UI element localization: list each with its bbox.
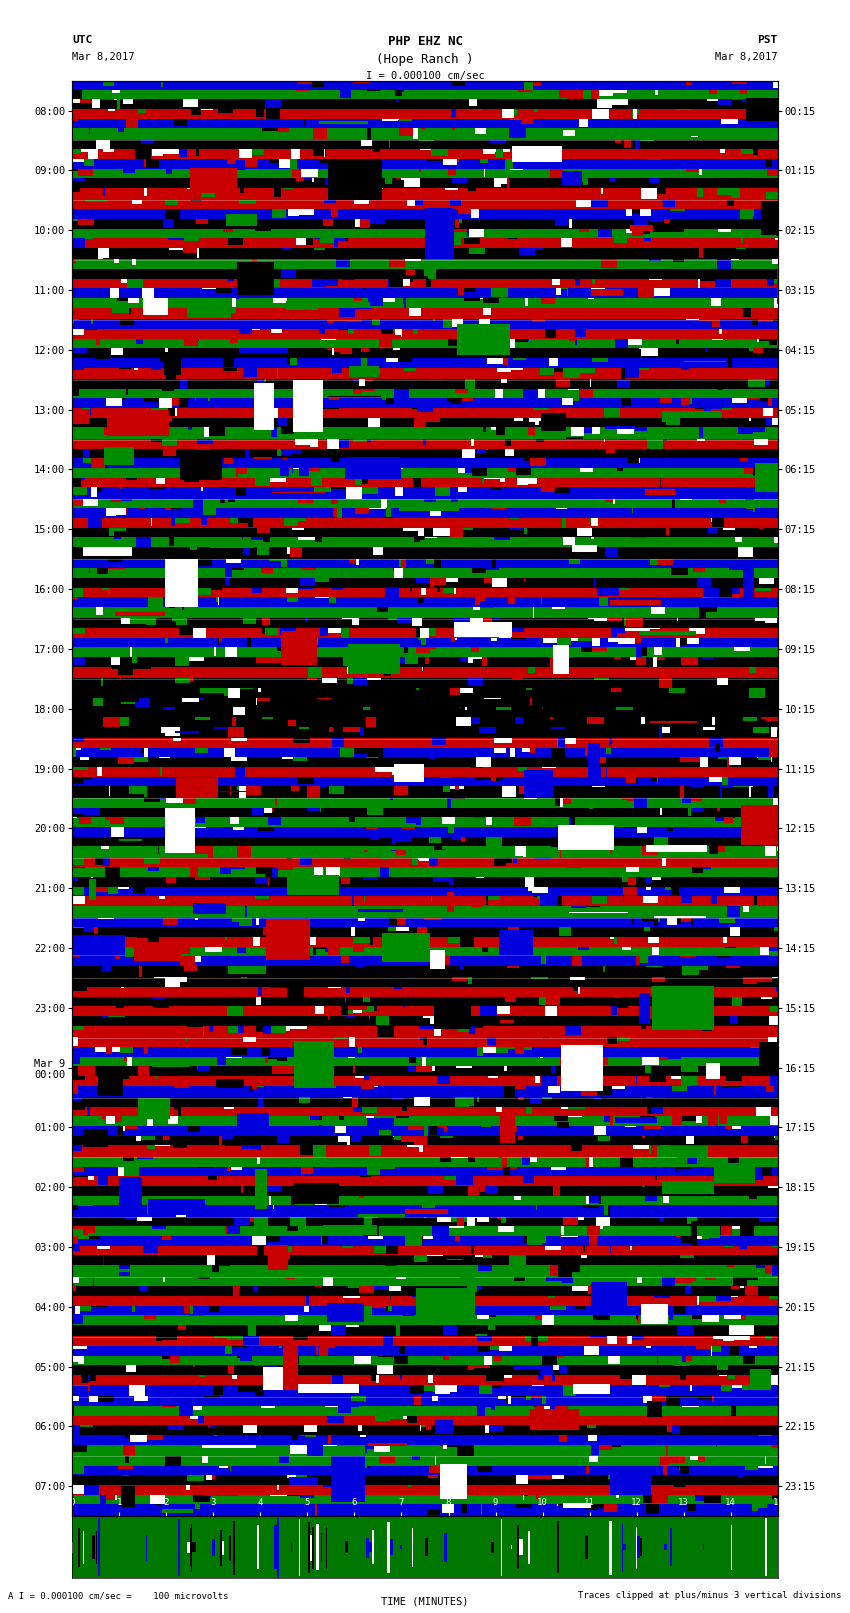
Text: (Hope Ranch ): (Hope Ranch )	[377, 53, 473, 66]
Text: Traces clipped at plus/minus 3 vertical divisions: Traces clipped at plus/minus 3 vertical …	[578, 1590, 842, 1600]
X-axis label: TIME (MINUTES): TIME (MINUTES)	[382, 1597, 468, 1607]
Text: I = 0.000100 cm/sec: I = 0.000100 cm/sec	[366, 71, 484, 81]
Text: PHP EHZ NC: PHP EHZ NC	[388, 35, 462, 48]
Text: PST: PST	[757, 35, 778, 45]
Text: Mar 8,2017: Mar 8,2017	[715, 52, 778, 61]
Text: A I = 0.000100 cm/sec =    100 microvolts: A I = 0.000100 cm/sec = 100 microvolts	[8, 1590, 229, 1600]
Text: UTC: UTC	[72, 35, 93, 45]
Text: Mar 8,2017: Mar 8,2017	[72, 52, 135, 61]
